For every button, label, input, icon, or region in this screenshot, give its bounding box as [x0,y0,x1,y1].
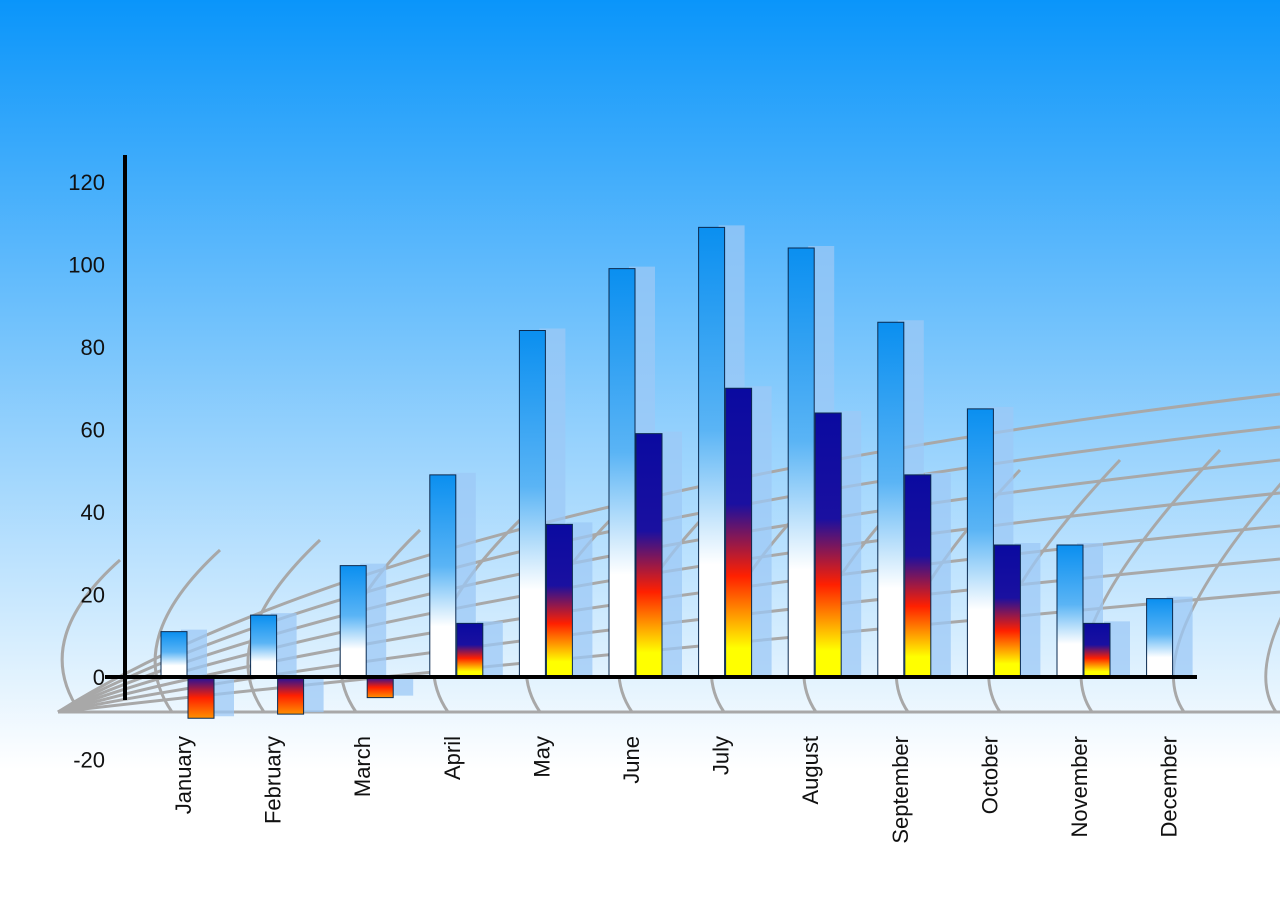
bar-may-series2 [545,523,573,678]
y-tick-label: -20 [73,748,105,773]
bar-april-series2 [456,622,484,678]
bar-june-series2 [635,433,663,678]
y-tick-label: 80 [81,335,105,360]
x-tick-label: April [440,736,465,780]
bar-june-series1 [608,268,636,678]
x-tick-label: July [709,736,734,775]
x-tick-label: May [529,736,554,778]
bar-january-series1 [160,631,188,678]
x-tick-label: November [1067,736,1092,837]
x-tick-label: January [171,736,196,814]
x-tick-label: February [261,736,286,824]
x-tick-label: March [350,736,375,797]
y-tick-label: 40 [81,500,105,525]
y-tick-label: 120 [68,170,105,195]
bar-april-series1 [429,474,457,678]
x-tick-label: December [1157,736,1182,837]
bar-november-series2 [1083,622,1111,678]
bar-march-series2 [366,676,394,699]
bar-february-series2 [277,676,305,715]
bar-august-series1 [787,247,815,678]
y-tick-label: 60 [81,418,105,443]
bar-january-series2 [187,676,215,719]
bar-february-series1 [250,614,278,678]
y-tick-label: 0 [93,665,105,690]
x-tick-label: October [977,736,1002,814]
x-tick-label: September [888,736,913,844]
bar-july-series2 [725,387,753,678]
bar-october-series1 [966,408,994,678]
bar-march-series1 [339,565,367,678]
bar-september-series2 [904,474,932,678]
bar-august-series2 [814,412,842,678]
x-tick-label: June [619,736,644,784]
bar-december-series1 [1146,598,1174,678]
bar-may-series1 [518,330,546,678]
x-tick-label: August [798,736,823,805]
bar-november-series1 [1056,544,1084,678]
bar-july-series1 [698,226,726,678]
y-tick-label: 20 [81,583,105,608]
bar-october-series2 [993,544,1021,678]
bar-september-series1 [877,321,905,678]
y-tick-label: 100 [68,253,105,278]
